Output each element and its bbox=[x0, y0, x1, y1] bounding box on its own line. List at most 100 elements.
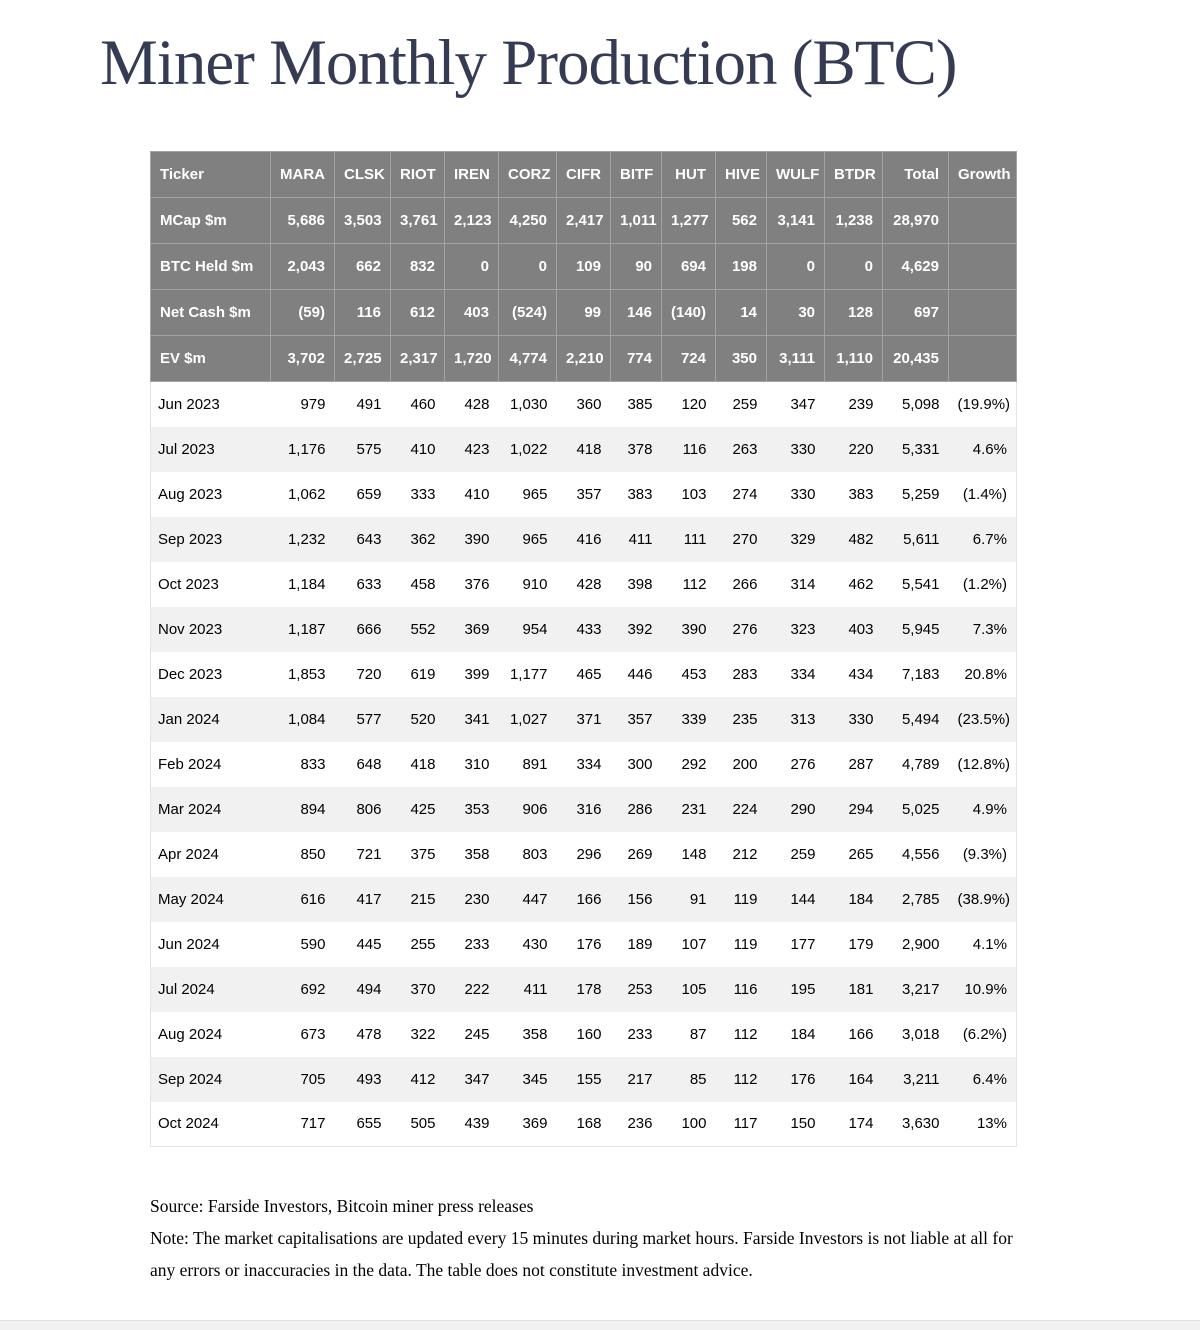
data-cell: 439 bbox=[444, 1101, 499, 1147]
data-cell: 239 bbox=[824, 381, 883, 427]
data-cell: 520 bbox=[390, 696, 445, 742]
data-cell: 116 bbox=[661, 426, 716, 472]
table-body: Jun 2023 979 491 460 428 1,030 360 385 120 259 347… bbox=[150, 381, 1017, 1147]
data-cell: 120 bbox=[661, 381, 716, 427]
data-cell: (23.5%) bbox=[948, 696, 1017, 742]
data-cell: 659 bbox=[334, 471, 391, 517]
stat-cell: 724 bbox=[661, 335, 716, 382]
data-cell: 155 bbox=[556, 1056, 611, 1102]
column-header-btdr: BTDR bbox=[824, 151, 883, 198]
data-cell: 200 bbox=[715, 741, 767, 787]
data-cell: 655 bbox=[334, 1101, 391, 1147]
stat-cell: 0 bbox=[498, 243, 557, 290]
data-cell: (1.2%) bbox=[948, 561, 1017, 607]
stat-cell: (524) bbox=[498, 289, 557, 336]
stat-cell bbox=[948, 335, 1017, 382]
data-cell: 313 bbox=[766, 696, 825, 742]
data-cell: 263 bbox=[715, 426, 767, 472]
data-cell: 385 bbox=[610, 381, 662, 427]
data-cell: 425 bbox=[390, 786, 445, 832]
data-cell: 334 bbox=[556, 741, 611, 787]
stat-cell: 2,317 bbox=[390, 335, 445, 382]
stat-cell: 697 bbox=[882, 289, 949, 336]
data-cell: 383 bbox=[824, 471, 883, 517]
data-cell: 428 bbox=[444, 381, 499, 427]
column-header-cifr: CIFR bbox=[556, 151, 611, 198]
data-cell: 416 bbox=[556, 516, 611, 562]
data-cell: 184 bbox=[824, 876, 883, 922]
data-cell: 423 bbox=[444, 426, 499, 472]
data-cell: 111 bbox=[661, 516, 716, 562]
stat-row: Net Cash $m (59) 116 612 403 (524) 99 146 (140) 1… bbox=[150, 289, 1017, 336]
data-cell: 418 bbox=[390, 741, 445, 787]
data-cell: 428 bbox=[556, 561, 611, 607]
source-note: Source: Farside Investors, Bitcoin miner… bbox=[150, 1196, 534, 1216]
data-cell: 91 bbox=[661, 876, 716, 922]
stat-cell bbox=[948, 289, 1017, 336]
data-cell: 411 bbox=[610, 516, 662, 562]
data-cell: 1,184 bbox=[270, 561, 335, 607]
data-cell: 577 bbox=[334, 696, 391, 742]
data-cell: 633 bbox=[334, 561, 391, 607]
stat-cell: 1,720 bbox=[444, 335, 499, 382]
month-row: Aug 2023 1,062 659 333 410 965 357 383 103 274 330… bbox=[150, 471, 1017, 517]
data-cell: 410 bbox=[390, 426, 445, 472]
data-cell: 494 bbox=[334, 966, 391, 1012]
month-row: Jul 2023 1,176 575 410 423 1,022 418 378 116 263 3… bbox=[150, 426, 1017, 472]
data-cell: 236 bbox=[610, 1101, 662, 1147]
data-cell: 417 bbox=[334, 876, 391, 922]
disclaimer-note: Note: The market capitalisations are upd… bbox=[150, 1227, 1013, 1280]
data-cell: 954 bbox=[498, 606, 557, 652]
data-cell: 296 bbox=[556, 831, 611, 877]
month-label: Jun 2024 bbox=[150, 921, 271, 967]
data-cell: 619 bbox=[390, 651, 445, 697]
data-cell: 5,025 bbox=[882, 786, 949, 832]
data-cell: 1,084 bbox=[270, 696, 335, 742]
data-cell: 803 bbox=[498, 831, 557, 877]
data-cell: 1,853 bbox=[270, 651, 335, 697]
data-cell: 666 bbox=[334, 606, 391, 652]
stat-cell: (140) bbox=[661, 289, 716, 336]
month-label: Jun 2023 bbox=[150, 381, 271, 427]
data-cell: 112 bbox=[715, 1011, 767, 1057]
data-cell: 233 bbox=[444, 921, 499, 967]
data-cell: 894 bbox=[270, 786, 335, 832]
stat-row: EV $m 3,702 2,725 2,317 1,720 4,774 2,210 774 72… bbox=[150, 335, 1017, 382]
data-cell: 721 bbox=[334, 831, 391, 877]
data-cell: 164 bbox=[824, 1056, 883, 1102]
month-label: Apr 2024 bbox=[150, 831, 271, 877]
stat-row: MCap $m 5,686 3,503 3,761 2,123 4,250 2,417 1,0… bbox=[150, 197, 1017, 244]
data-cell: 353 bbox=[444, 786, 499, 832]
stat-cell: 2,210 bbox=[556, 335, 611, 382]
month-label: Nov 2023 bbox=[150, 606, 271, 652]
data-cell: 215 bbox=[390, 876, 445, 922]
data-cell: 478 bbox=[334, 1011, 391, 1057]
column-header-ticker: Ticker bbox=[150, 151, 271, 198]
data-cell: 833 bbox=[270, 741, 335, 787]
data-cell: 418 bbox=[556, 426, 611, 472]
data-cell: 286 bbox=[610, 786, 662, 832]
data-cell: 362 bbox=[390, 516, 445, 562]
column-header-wulf: WULF bbox=[766, 151, 825, 198]
data-cell: 1,232 bbox=[270, 516, 335, 562]
month-label: Jan 2024 bbox=[150, 696, 271, 742]
data-cell: 255 bbox=[390, 921, 445, 967]
data-cell: 358 bbox=[444, 831, 499, 877]
data-cell: 410 bbox=[444, 471, 499, 517]
data-cell: 357 bbox=[556, 471, 611, 517]
month-label: Feb 2024 bbox=[150, 741, 271, 787]
stat-row-label: EV $m bbox=[150, 335, 271, 382]
data-cell: 276 bbox=[715, 606, 767, 652]
data-cell: 119 bbox=[715, 876, 767, 922]
data-cell: 705 bbox=[270, 1056, 335, 1102]
data-cell: 6.4% bbox=[948, 1056, 1017, 1102]
data-cell: 5,098 bbox=[882, 381, 949, 427]
stat-cell: 3,503 bbox=[334, 197, 391, 244]
month-row: Apr 2024 850 721 375 358 803 296 269 148 212 259 26… bbox=[150, 831, 1017, 877]
month-row: Feb 2024 833 648 418 310 891 334 300 292 200 276 28… bbox=[150, 741, 1017, 787]
month-label: Jul 2023 bbox=[150, 426, 271, 472]
data-cell: 310 bbox=[444, 741, 499, 787]
stat-row-label: Net Cash $m bbox=[150, 289, 271, 336]
data-cell: 87 bbox=[661, 1011, 716, 1057]
data-cell: 399 bbox=[444, 651, 499, 697]
